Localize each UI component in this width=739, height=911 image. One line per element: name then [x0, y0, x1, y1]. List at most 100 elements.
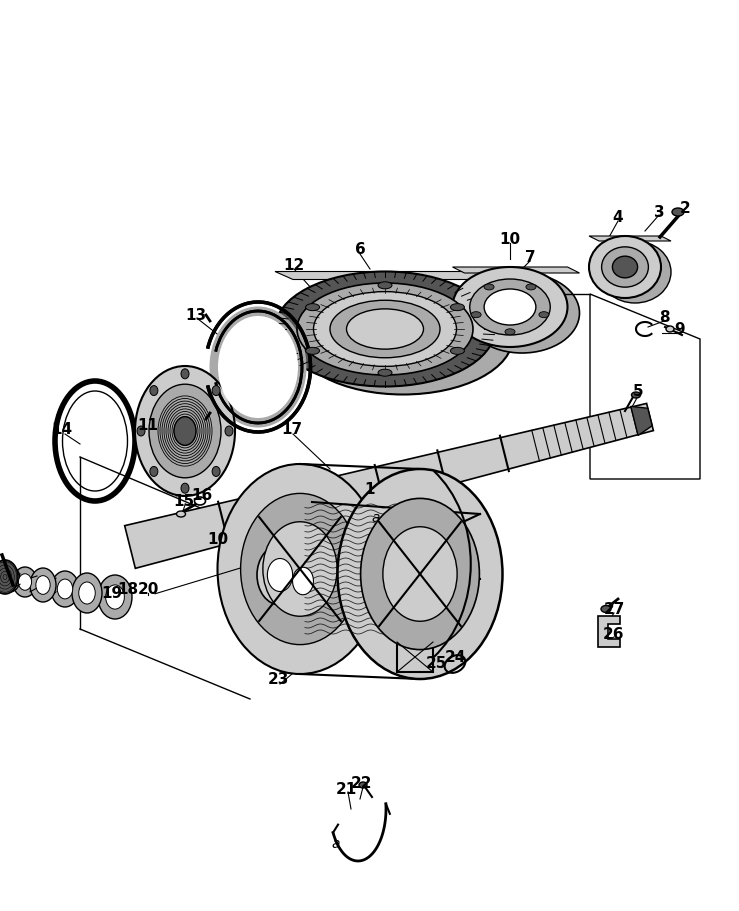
- Ellipse shape: [601, 606, 611, 613]
- Text: a: a: [332, 836, 340, 850]
- Ellipse shape: [397, 545, 443, 604]
- Ellipse shape: [149, 384, 221, 478]
- Text: 8: 8: [658, 310, 670, 325]
- Text: 2: 2: [680, 200, 690, 215]
- Ellipse shape: [484, 284, 494, 291]
- Ellipse shape: [0, 567, 20, 592]
- Ellipse shape: [602, 248, 648, 288]
- Ellipse shape: [30, 568, 56, 602]
- Text: 10: 10: [500, 232, 520, 247]
- Ellipse shape: [137, 426, 145, 436]
- Ellipse shape: [257, 546, 303, 605]
- Ellipse shape: [241, 494, 359, 645]
- Ellipse shape: [330, 301, 440, 358]
- Ellipse shape: [313, 292, 457, 367]
- Text: 17: 17: [282, 422, 302, 437]
- Ellipse shape: [181, 484, 189, 494]
- Ellipse shape: [4, 572, 16, 587]
- Ellipse shape: [526, 284, 536, 291]
- Ellipse shape: [599, 241, 671, 303]
- Ellipse shape: [0, 560, 18, 594]
- Text: 22: 22: [351, 775, 372, 791]
- Ellipse shape: [51, 571, 79, 608]
- Polygon shape: [598, 617, 620, 648]
- Ellipse shape: [338, 469, 503, 680]
- Text: 11: 11: [137, 417, 158, 432]
- Ellipse shape: [58, 579, 72, 599]
- Ellipse shape: [13, 568, 37, 598]
- Ellipse shape: [484, 290, 536, 325]
- Text: 15: 15: [174, 494, 194, 509]
- Text: 6: 6: [355, 242, 365, 257]
- Ellipse shape: [450, 348, 464, 355]
- Ellipse shape: [174, 417, 196, 445]
- Ellipse shape: [361, 499, 480, 650]
- Ellipse shape: [666, 327, 674, 333]
- Ellipse shape: [18, 574, 32, 590]
- Ellipse shape: [150, 467, 158, 477]
- Ellipse shape: [284, 557, 322, 607]
- Ellipse shape: [306, 348, 319, 355]
- Text: 12: 12: [283, 257, 304, 272]
- Ellipse shape: [450, 304, 464, 312]
- Ellipse shape: [218, 317, 298, 418]
- Text: 19: 19: [101, 586, 123, 601]
- Ellipse shape: [177, 511, 185, 517]
- Ellipse shape: [632, 393, 641, 399]
- Ellipse shape: [268, 558, 293, 592]
- Ellipse shape: [150, 386, 158, 396]
- Ellipse shape: [613, 257, 638, 279]
- Polygon shape: [589, 237, 671, 241]
- Polygon shape: [125, 404, 653, 568]
- Text: 13: 13: [185, 307, 207, 322]
- Text: 7: 7: [525, 251, 535, 265]
- Text: a: a: [372, 510, 381, 525]
- Text: 14: 14: [52, 422, 72, 437]
- Ellipse shape: [539, 312, 549, 318]
- Ellipse shape: [672, 209, 684, 217]
- Ellipse shape: [465, 273, 579, 353]
- Text: 27: 27: [603, 602, 624, 617]
- Ellipse shape: [293, 568, 313, 595]
- Text: 16: 16: [191, 488, 213, 503]
- Polygon shape: [275, 272, 513, 281]
- Ellipse shape: [36, 576, 50, 595]
- Ellipse shape: [359, 783, 367, 788]
- Ellipse shape: [106, 585, 124, 609]
- Polygon shape: [452, 268, 579, 273]
- Text: 23: 23: [268, 671, 289, 687]
- Ellipse shape: [293, 281, 513, 395]
- Ellipse shape: [135, 366, 235, 496]
- Ellipse shape: [212, 467, 220, 477]
- Ellipse shape: [79, 582, 95, 604]
- Ellipse shape: [209, 307, 307, 428]
- Ellipse shape: [306, 304, 319, 312]
- Text: 26: 26: [603, 627, 624, 641]
- Text: 3: 3: [654, 204, 664, 220]
- Ellipse shape: [452, 268, 568, 348]
- Text: 5: 5: [633, 384, 644, 399]
- Polygon shape: [631, 407, 653, 436]
- Text: 10: 10: [208, 532, 228, 547]
- Text: 21: 21: [336, 782, 357, 796]
- Ellipse shape: [217, 465, 383, 674]
- Ellipse shape: [98, 576, 132, 619]
- Bar: [397, 642, 433, 672]
- Ellipse shape: [263, 522, 337, 617]
- Text: 9: 9: [675, 322, 685, 337]
- Ellipse shape: [297, 283, 473, 375]
- Ellipse shape: [470, 280, 551, 335]
- Ellipse shape: [378, 282, 392, 290]
- Ellipse shape: [212, 386, 220, 396]
- Ellipse shape: [275, 272, 495, 387]
- Ellipse shape: [471, 312, 481, 318]
- Ellipse shape: [194, 497, 205, 506]
- Ellipse shape: [347, 310, 423, 350]
- Text: 25: 25: [426, 656, 446, 670]
- Ellipse shape: [181, 369, 189, 379]
- Text: 20: 20: [137, 582, 159, 597]
- Ellipse shape: [589, 237, 661, 299]
- Ellipse shape: [225, 426, 233, 436]
- Text: 24: 24: [444, 650, 466, 665]
- Ellipse shape: [505, 330, 515, 335]
